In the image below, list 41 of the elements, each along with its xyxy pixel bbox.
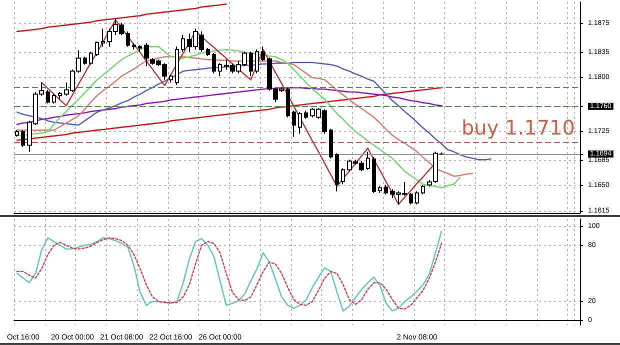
candlestick (212, 52, 216, 74)
candlestick (52, 94, 56, 104)
candlestick (366, 151, 370, 170)
candlestick (95, 41, 99, 57)
candlestick (138, 44, 142, 52)
candlestick (144, 42, 149, 67)
candlestick (83, 56, 87, 66)
candlestick (126, 31, 130, 48)
line-series (16, 87, 442, 126)
candlestick (409, 192, 413, 205)
ref-line-label: buy 1.1710 (461, 115, 575, 140)
candlestick (384, 184, 388, 195)
candlestick (46, 89, 50, 104)
candlestick (372, 156, 376, 194)
candlestick (304, 110, 308, 120)
candlestick (341, 168, 345, 185)
candlestick (261, 46, 265, 62)
candlestick (378, 186, 382, 194)
candlestick (89, 51, 93, 66)
candlestick (15, 130, 19, 138)
candlestick (286, 87, 290, 118)
candlestick (132, 42, 136, 50)
candlestick (21, 130, 25, 148)
candlestick (218, 62, 222, 77)
candlestick (292, 110, 296, 138)
candlestick (415, 190, 419, 205)
candlestick (329, 128, 333, 159)
candlestick (255, 49, 259, 74)
candlestick (175, 46, 179, 86)
candlestick (101, 28, 105, 48)
candlestick (335, 152, 339, 192)
line-series (16, 46, 461, 188)
line-series (16, 87, 442, 141)
candlestick (421, 184, 425, 195)
candlestick (181, 34, 185, 52)
candlestick (249, 51, 253, 77)
candlestick (206, 48, 210, 57)
candlestick (169, 74, 173, 84)
candlestick (58, 92, 62, 100)
candlestick (298, 112, 302, 134)
line-series (16, 4, 227, 32)
